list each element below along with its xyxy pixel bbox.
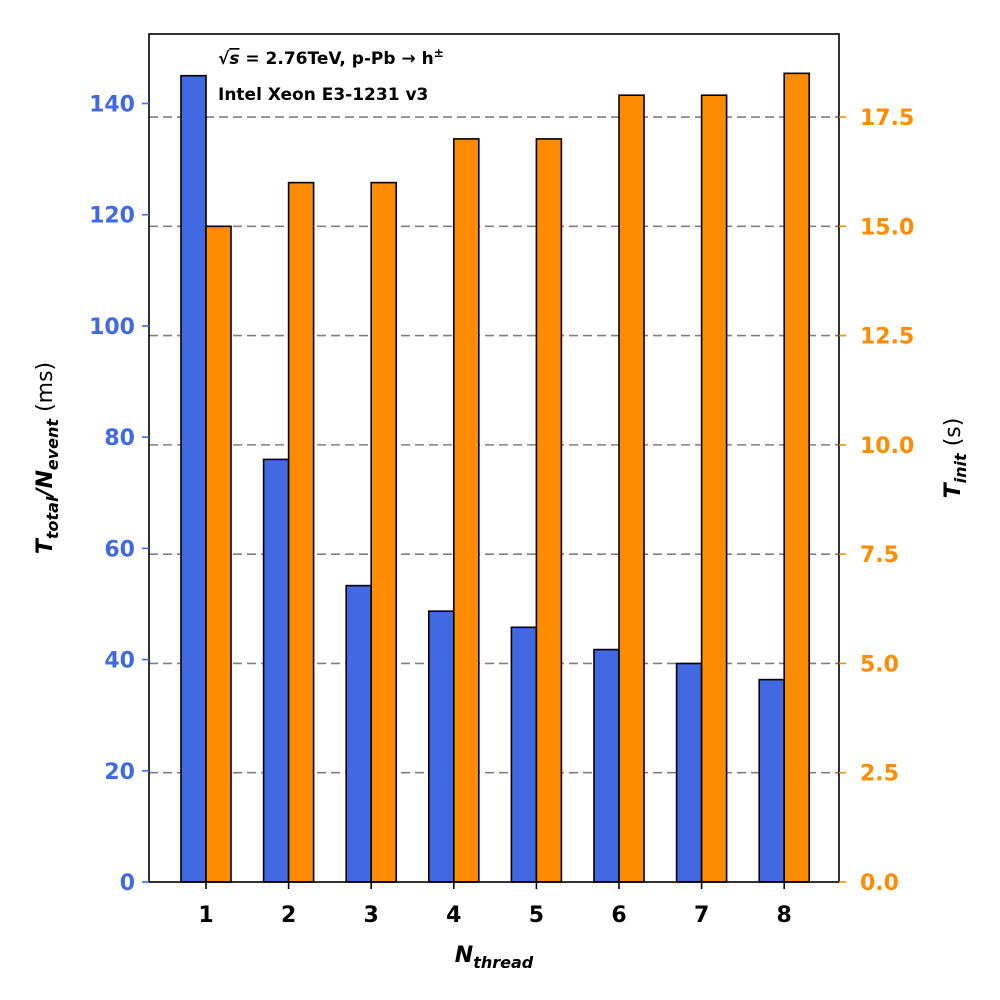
bar-total-per-event xyxy=(345,584,373,883)
x-tick-label: 8 xyxy=(777,903,792,928)
bar-init-time xyxy=(618,94,645,883)
x-tick-label: 3 xyxy=(364,903,379,928)
right-tick-label: 7.5 xyxy=(860,543,899,568)
right-tick-label: 15.0 xyxy=(860,215,914,240)
x-axis-label: Nthread xyxy=(455,943,534,972)
bar-total-per-event xyxy=(758,678,786,883)
bar-total-per-event xyxy=(593,648,620,883)
bar-init-time xyxy=(370,181,398,883)
bar-init-time xyxy=(535,138,563,883)
bar-init-time xyxy=(287,181,315,883)
left-tick-label: 120 xyxy=(89,204,135,229)
x-tick-label: 1 xyxy=(198,903,213,928)
x-tick-label: 6 xyxy=(611,903,626,928)
cpu-annotation: Intel Xeon E3-1231 v3 xyxy=(218,85,428,105)
right-tick-label: 17.5 xyxy=(860,106,914,131)
x-tick-label: 5 xyxy=(529,903,544,928)
bar-init-time xyxy=(452,138,480,883)
left-tick-label: 0 xyxy=(120,871,135,896)
bar-init-time xyxy=(205,225,232,883)
right-tick-label: 2.5 xyxy=(860,762,899,787)
left-tick-label: 80 xyxy=(104,426,135,451)
right-tick-label: 0.0 xyxy=(860,871,899,896)
left-tick-label: 140 xyxy=(89,93,135,118)
bar-init-time xyxy=(783,72,811,883)
right-axis-ticks: 0.0 2.5 5.0 7.5 10.0 12.5 15.0 17.5 xyxy=(839,106,914,896)
left-tick-label: 100 xyxy=(89,315,135,340)
right-tick-label: 10.0 xyxy=(860,434,914,459)
bar-total-per-event xyxy=(180,74,207,883)
x-tick-label: 4 xyxy=(446,903,461,928)
bar-init-time xyxy=(700,94,728,883)
bar-total-per-event xyxy=(675,662,703,883)
x-axis-ticks: 1 2 3 4 5 6 7 8 xyxy=(198,882,792,928)
energy-annotation: √s = 2.76TeV, p-Pb → h± xyxy=(218,46,444,69)
bars xyxy=(180,72,811,883)
left-tick-label: 60 xyxy=(104,537,135,562)
left-tick-label: 20 xyxy=(104,760,135,785)
bar-total-per-event xyxy=(262,458,290,883)
left-axis-ticks: 0 20 40 60 80 100 120 140 xyxy=(89,93,149,896)
x-tick-label: 7 xyxy=(694,903,709,928)
right-tick-label: 5.0 xyxy=(860,652,899,677)
left-axis-label: Ttotal/Nevent (ms) xyxy=(33,362,62,554)
right-axis-label: Tinit (s) xyxy=(941,418,970,499)
x-tick-label: 2 xyxy=(281,903,296,928)
bar-total-per-event xyxy=(510,626,538,883)
plot-frame xyxy=(148,33,840,883)
right-tick-label: 12.5 xyxy=(860,325,914,350)
left-tick-label: 40 xyxy=(104,649,135,674)
bar-total-per-event xyxy=(427,610,455,883)
